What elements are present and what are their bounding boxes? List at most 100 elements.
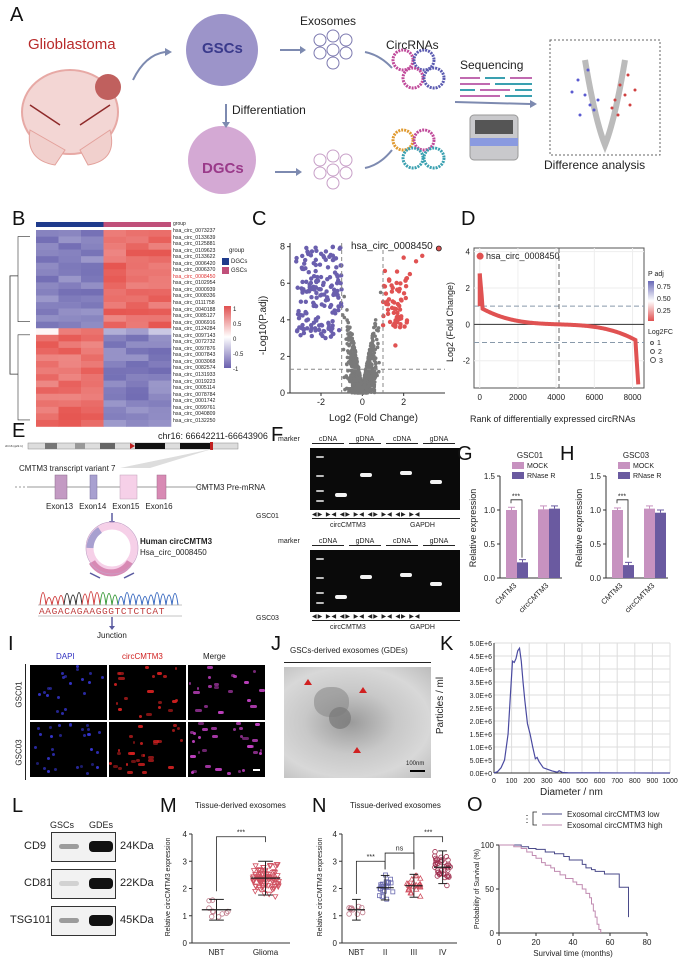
heatmap-cell	[148, 249, 172, 257]
heatmap-cell	[36, 308, 59, 316]
data-point	[252, 888, 259, 895]
ns-point	[377, 369, 381, 374]
heatmap-gene-label: hsa_circ_0082574	[173, 365, 216, 372]
ns-point	[366, 384, 371, 388]
heatmap-gene-label: hsa_circ_0019223	[173, 378, 216, 385]
down-point	[332, 289, 337, 295]
heatmap-cell	[126, 302, 149, 309]
heatmap-cell	[58, 354, 82, 362]
data-point	[445, 857, 451, 863]
rank-plot: 0 2000 4000 6000 8000 -2 0 2 4	[463, 247, 645, 402]
heatmap-cell	[126, 334, 149, 342]
volcano-ylabel: -Log10(P.adj)	[258, 295, 270, 356]
down-point	[336, 304, 341, 309]
down-point	[303, 309, 308, 315]
pcr-band	[360, 473, 372, 477]
heatmap-cell	[81, 361, 104, 368]
bar	[612, 510, 623, 578]
volcano-annotation: hsa_circ_0008450	[351, 241, 433, 252]
heatmap-cell	[126, 374, 149, 381]
heatmap-cell	[126, 387, 149, 395]
survival-curve: 0 20 40 60 80 0 50 100 Survival time (months) Pro…	[474, 810, 663, 958]
y-tick-label: 1.0	[484, 506, 496, 515]
legend-swatch	[618, 462, 630, 469]
heatmap-cell	[36, 282, 59, 290]
heatmap-gene-label: hsa_circ_0132250	[173, 417, 216, 424]
x-tick-label: CMTM3	[493, 581, 518, 606]
heatmap-cell	[81, 328, 104, 336]
sequencing-label: Sequencing	[460, 58, 524, 72]
data-point	[259, 871, 266, 878]
chromatogram	[39, 591, 179, 606]
y-tick-label: 4	[280, 315, 285, 325]
up-point	[391, 300, 397, 305]
fluorescence-image	[109, 722, 186, 777]
heatmap-gene-label: hsa_circ_0085127	[173, 313, 216, 320]
down-point	[295, 285, 300, 290]
data-point	[252, 884, 260, 890]
heatmap-gene-label: hsa_circ_0131933	[173, 372, 216, 379]
size-legend-icon	[650, 341, 654, 345]
data-point	[260, 865, 267, 871]
heatmap-cell	[81, 387, 104, 395]
data-point	[441, 863, 447, 870]
legend-swatch	[618, 472, 630, 479]
data-point	[417, 892, 424, 899]
lane-label: gDNA	[423, 436, 455, 444]
x-tick-label: 400	[559, 778, 571, 785]
heatmap-cell	[148, 413, 172, 421]
heatmap-cell	[148, 230, 172, 237]
up-point	[394, 269, 400, 274]
x-tick-label: CMTM3	[599, 581, 624, 606]
heatmap-cell	[103, 230, 127, 237]
heatmap-cell	[126, 288, 149, 296]
pcr-band	[400, 471, 412, 475]
heatmap-cell	[103, 413, 127, 421]
junction-label: Junction	[97, 631, 127, 640]
y-tick-label: 1.0E+6	[470, 745, 492, 752]
x-tick-label: 4000	[547, 393, 565, 402]
up-point	[385, 307, 391, 313]
data-point	[444, 873, 451, 880]
panel-a-letter: A	[10, 4, 24, 26]
down-point	[307, 282, 312, 287]
heatmap-gene-label: hsa_circ_0124284	[173, 326, 216, 333]
down-point	[331, 257, 336, 262]
data-point	[252, 863, 259, 870]
up-point	[395, 301, 401, 307]
up-point	[398, 281, 403, 286]
ns-point	[348, 361, 353, 366]
brain-illustration	[21, 69, 121, 166]
heatmap-cell	[81, 334, 104, 342]
heatmap-cell	[36, 236, 59, 244]
ns-point	[368, 364, 373, 369]
down-point	[338, 301, 344, 306]
data-point	[267, 863, 274, 869]
heatmap-cell	[36, 354, 59, 362]
gel-image	[310, 448, 460, 510]
data-point	[355, 903, 362, 910]
heatmap-cell	[58, 419, 82, 427]
legend-label-dgcs: DGCs	[231, 258, 248, 265]
data-point	[255, 885, 263, 892]
ns-point	[376, 341, 380, 346]
y-axis-label: Relative circCMTM3 expression	[165, 837, 172, 936]
down-point	[327, 304, 333, 310]
down-point	[313, 245, 318, 250]
data-point	[434, 856, 440, 863]
log2fc-legend: 1 2 3	[650, 339, 663, 366]
heatmap-cell	[36, 393, 59, 401]
y-tick-label: 4	[466, 248, 471, 257]
heatmap-cell	[126, 406, 149, 414]
significance-label: ***	[512, 493, 520, 500]
heatmap-cell	[148, 393, 172, 401]
heatmap-cell	[81, 288, 104, 296]
heatmap-cell	[148, 380, 172, 388]
heatmap-cell	[148, 419, 172, 427]
panel-j-letter: J	[271, 633, 281, 655]
y-tick-label: 0	[466, 320, 471, 329]
exon14-box	[89, 474, 98, 500]
exon16-box	[156, 474, 167, 500]
heatmap-cell	[58, 256, 82, 264]
heatmap-cell	[148, 387, 172, 395]
